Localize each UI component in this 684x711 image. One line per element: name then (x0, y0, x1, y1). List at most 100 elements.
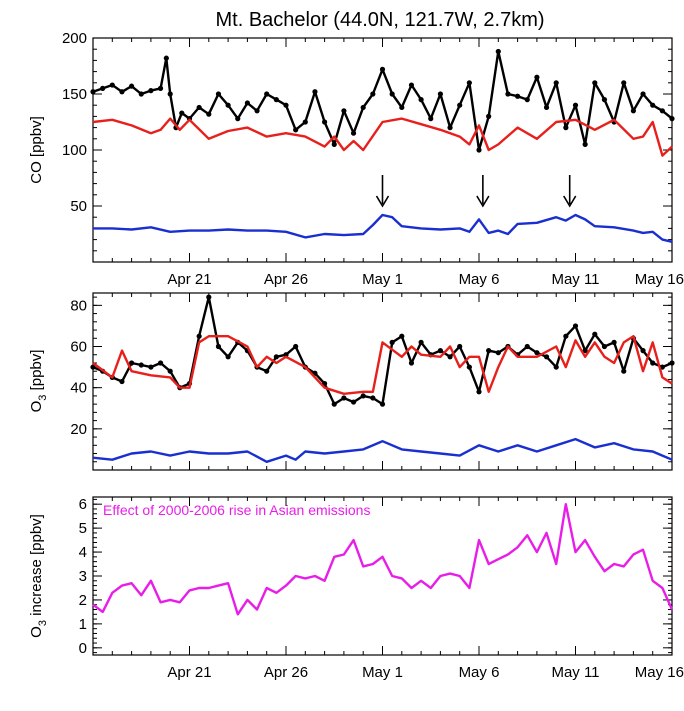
arrow-down-icon (375, 195, 390, 208)
y-axis-label-rest: increase [ppbv] (28, 514, 45, 620)
data-point (486, 348, 492, 354)
data-point (563, 125, 569, 131)
data-point (90, 364, 96, 370)
data-point (457, 343, 463, 350)
data-point (466, 364, 472, 370)
data-point (206, 294, 212, 300)
data-point (630, 108, 637, 114)
y-axis-label-subscript: 3 (37, 395, 49, 401)
series-line-3 (92, 437, 673, 463)
data-point (148, 364, 154, 370)
data-point (418, 339, 424, 345)
data-point (370, 395, 376, 401)
y-axis-label: O3 increase [ppbv] (28, 514, 49, 638)
data-point (264, 368, 270, 374)
data-point (302, 119, 308, 125)
y-tick-label: 0 (79, 640, 87, 657)
x-tick-label: May 1 (362, 271, 403, 288)
data-point (293, 127, 299, 133)
y-tick-label: 20 (70, 421, 87, 438)
data-point (341, 395, 347, 401)
data-point (138, 91, 144, 97)
data-point (524, 97, 530, 103)
data-point (157, 360, 164, 366)
data-point (235, 116, 241, 122)
data-point (553, 364, 559, 370)
data-point (543, 354, 550, 360)
data-point (100, 85, 106, 91)
panel-3: 0 1 2 3 4 5 6 Apr 21 Apr 26 May 1 May 6 May 11 May 1… (28, 496, 684, 681)
data-point (524, 343, 530, 350)
data-point (534, 74, 540, 80)
data-point (179, 110, 185, 116)
data-point (457, 102, 463, 108)
y-axis-label-main: O (28, 401, 45, 413)
data-point (283, 102, 289, 108)
y-tick-label: 40 (70, 380, 87, 397)
data-point (389, 339, 395, 345)
data-point (119, 89, 125, 95)
data-point (360, 393, 366, 399)
data-point (254, 108, 260, 114)
series-line-2 (92, 117, 673, 157)
annotation-text: Effect of 2000-2006 rise in Asian emissi… (103, 502, 370, 518)
data-point (167, 368, 173, 374)
x-tick-label: May 1 (362, 664, 403, 681)
data-point (157, 85, 164, 91)
x-tick-label: May 11 (551, 271, 599, 288)
data-point (553, 80, 559, 86)
y-tick-label: 100 (62, 142, 87, 159)
data-point (486, 113, 492, 119)
data-point (408, 82, 415, 88)
data-point (476, 389, 482, 395)
data-point (437, 91, 443, 97)
data-point (592, 80, 598, 86)
y-tick-label: 5 (79, 520, 87, 537)
data-point (534, 350, 540, 356)
y-tick-label: 2 (79, 592, 87, 609)
arrow-down-icon (563, 195, 577, 208)
data-point (428, 116, 434, 122)
data-point (515, 93, 521, 99)
data-point (650, 102, 656, 108)
data-point (543, 104, 550, 111)
data-point (447, 354, 453, 360)
data-point (399, 333, 405, 339)
y-tick-label: 60 (70, 339, 87, 356)
data-point (582, 348, 588, 354)
x-tick-label: Apr 21 (167, 271, 211, 288)
y-tick-label: 50 (70, 198, 87, 215)
data-point (129, 360, 135, 366)
data-point (215, 343, 222, 350)
data-point (611, 339, 617, 345)
data-point (109, 82, 115, 88)
y-axis-label-main: O (28, 626, 45, 638)
data-point (312, 89, 318, 95)
data-point (669, 116, 675, 122)
data-point (138, 362, 144, 368)
data-point (640, 91, 646, 97)
data-point (418, 97, 424, 103)
data-point (447, 125, 453, 131)
chart-title: Mt. Bachelor (44.0N, 121.7W, 2.7km) (215, 9, 544, 31)
x-tick-label: May 6 (459, 664, 500, 681)
data-point (148, 88, 154, 94)
series-line-1 (92, 50, 673, 152)
data-point (244, 100, 250, 106)
y-tick-label: 4 (79, 544, 87, 561)
data-point (273, 97, 279, 103)
data-point (505, 91, 511, 97)
y-axis-label: O3 [ppbv] (28, 350, 49, 413)
x-tick-label: Apr 26 (264, 664, 308, 681)
data-point (621, 368, 627, 374)
data-point (360, 104, 366, 111)
data-point (129, 83, 135, 89)
panel-1: 50 100 150 200 Apr 21 Apr 26 May 1 May 6 May 11 M… (28, 30, 684, 288)
data-point (650, 360, 656, 366)
y-tick-label: 80 (70, 297, 87, 314)
data-point (466, 80, 472, 86)
y-tick-label: 200 (62, 30, 87, 47)
data-point (225, 102, 231, 108)
